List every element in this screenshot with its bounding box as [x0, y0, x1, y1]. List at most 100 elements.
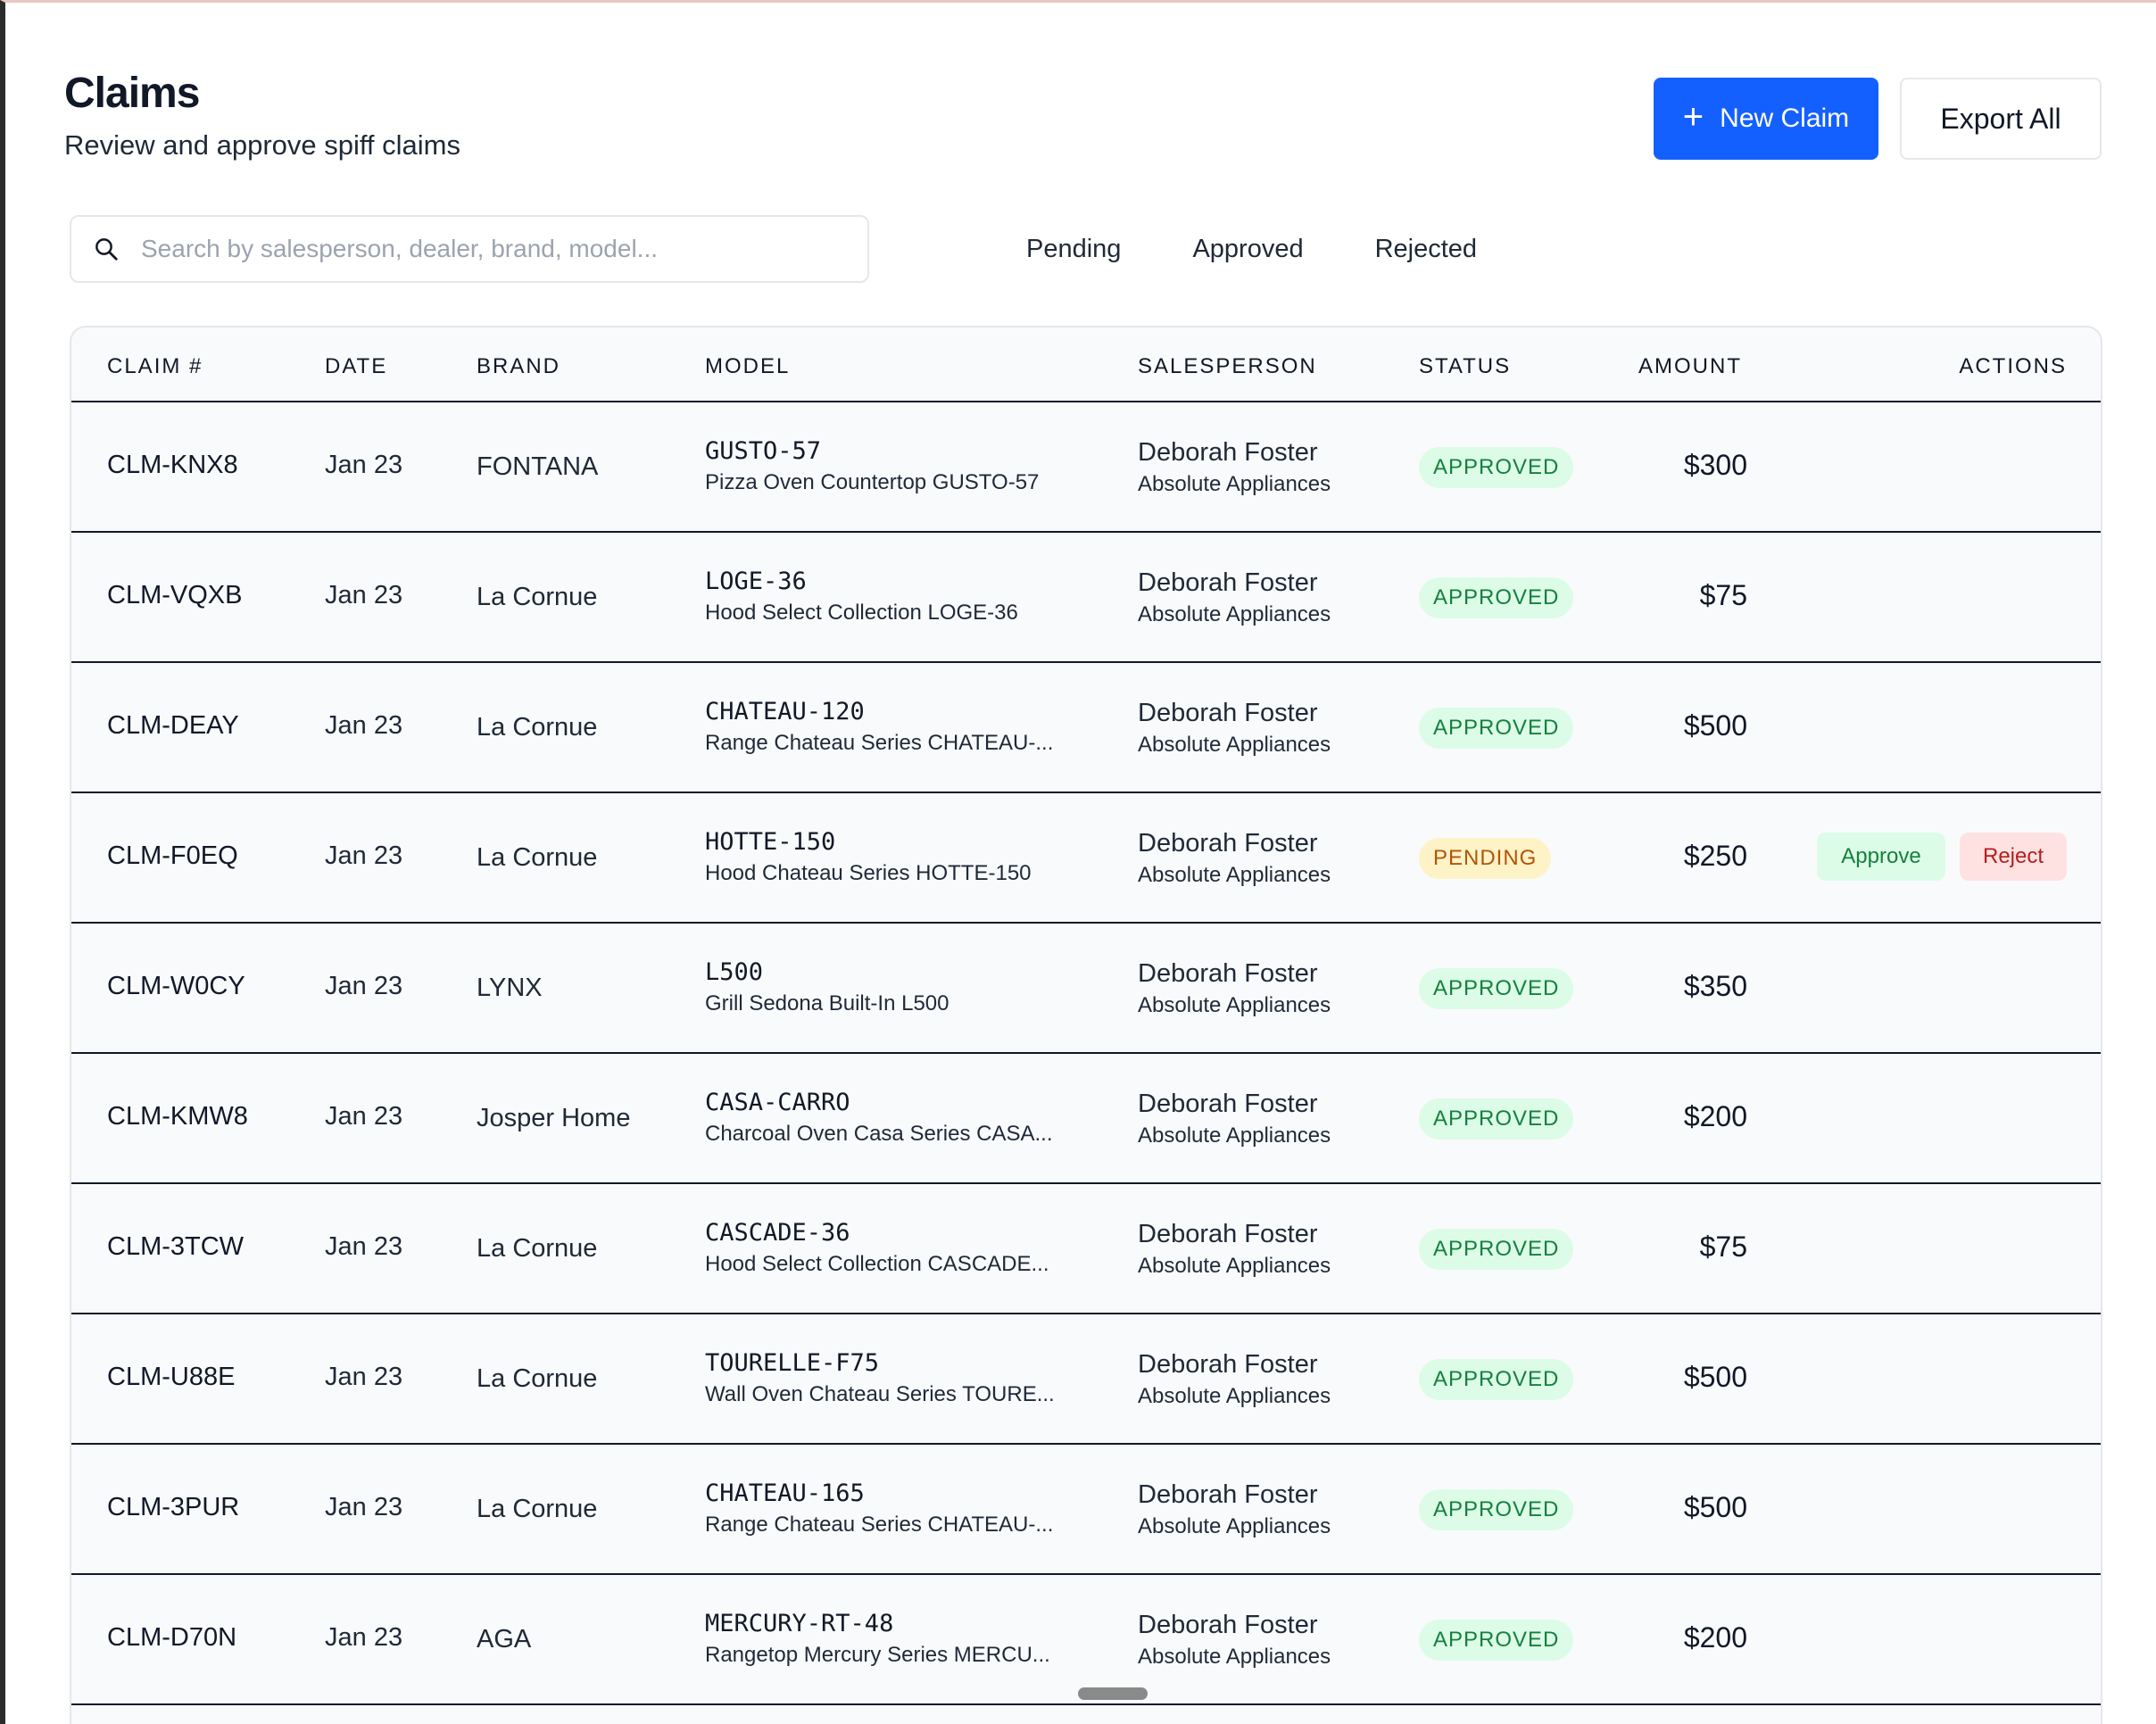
claim-brand: AGA	[477, 1625, 532, 1654]
model-description: Charcoal Oven Casa Series CASA...	[705, 1122, 1053, 1146]
approve-button[interactable]: Approve	[1817, 833, 1945, 881]
filter-pending[interactable]: Pending	[1026, 235, 1122, 263]
claim-id[interactable]: CLM-DEAY	[107, 711, 239, 740]
salesperson-name: Deborah Foster	[1138, 1480, 1318, 1509]
salesperson-name: Deborah Foster	[1138, 1350, 1318, 1379]
claim-id[interactable]: CLM-3TCW	[107, 1232, 245, 1261]
claim-model: CHATEAU-165 Range Chateau Series CHATEAU-…	[705, 1479, 1062, 1539]
table-row[interactable]: CLM-KNX8 Jan 23 FONTANA GUSTO-57 Pizza Oven …	[71, 402, 2101, 533]
filter-approved[interactable]: Approved	[1192, 235, 1304, 263]
status-filter-tabs: Pending Approved Rejected	[1026, 228, 1477, 270]
claim-status: PENDING	[1419, 838, 1552, 879]
claim-amount: $200	[1683, 1621, 1747, 1654]
column-header-model[interactable]: MODEL	[705, 354, 791, 378]
search-input[interactable]	[139, 234, 839, 264]
claim-id[interactable]: CLM-F0EQ	[107, 841, 238, 870]
model-description: Rangetop Mercury Series MERCU...	[705, 1643, 1050, 1667]
table-row[interactable]: CLM-U88E Jan 23 La Cornue TOURELLE-F75 Wall …	[71, 1314, 2101, 1445]
claim-date: Jan 23	[325, 711, 403, 740]
claims-table: CLAIM # DATE BRAND MODEL SALESPERSON STA…	[70, 326, 2102, 1724]
table-row[interactable]: CLM-VQXB Jan 23 La Cornue LOGE-36 Hood Selec…	[71, 533, 2101, 663]
claim-date: Jan 23	[325, 1493, 403, 1521]
claim-amount: $500	[1683, 709, 1747, 742]
model-description: Range Chateau Series CHATEAU-...	[705, 1513, 1054, 1537]
status-badge: APPROVED	[1419, 447, 1574, 488]
salesperson-name: Deborah Foster	[1138, 699, 1318, 727]
salesperson-name: Deborah Foster	[1138, 829, 1318, 858]
claim-amount: $75	[1699, 1231, 1747, 1263]
claim-id[interactable]: CLM-3PUR	[107, 1493, 240, 1521]
export-all-button[interactable]: Export All	[1900, 78, 2102, 160]
claim-salesperson: Deborah Foster Absolute Appliances	[1138, 697, 1331, 759]
status-badge: APPROVED	[1419, 577, 1574, 618]
claim-salesperson: Deborah Foster Absolute Appliances	[1138, 1218, 1331, 1281]
salesperson-name: Deborah Foster	[1138, 438, 1318, 467]
row-actions: Approve Reject	[1817, 833, 2067, 881]
claim-model: CASA-CARRO Charcoal Oven Casa Series CASA…	[705, 1088, 1062, 1148]
dealer-name: Absolute Appliances	[1138, 733, 1331, 757]
claim-brand: La Cornue	[477, 583, 598, 611]
table-row[interactable]: CLM-3TCW Jan 23 La Cornue CASCADE-36 Hood Se…	[71, 1184, 2101, 1314]
claim-date: Jan 23	[325, 581, 403, 609]
claim-id[interactable]: CLM-W0CY	[107, 972, 245, 1000]
dealer-name: Absolute Appliances	[1138, 1514, 1331, 1538]
table-row[interactable]: CLM-DEAY Jan 23 La Cornue CHATEAU-120 Range …	[71, 663, 2101, 793]
claim-model: HOTTE-150 Hood Chateau Series HOTTE-150	[705, 827, 1062, 888]
claim-date: Jan 23	[325, 841, 403, 870]
search-box[interactable]	[70, 215, 869, 283]
claim-salesperson: Deborah Foster Absolute Appliances	[1138, 1088, 1331, 1150]
reject-button[interactable]: Reject	[1960, 833, 2067, 881]
model-description: Grill Sedona Built-In L500	[705, 991, 949, 1015]
column-header-brand[interactable]: BRAND	[477, 354, 561, 378]
claim-status: APPROVED	[1419, 1620, 1574, 1661]
claim-salesperson: Deborah Foster Absolute Appliances	[1138, 957, 1331, 1020]
claim-amount: $200	[1683, 1100, 1747, 1132]
filter-rejected[interactable]: Rejected	[1374, 235, 1478, 263]
new-claim-button[interactable]: + New Claim	[1654, 78, 1878, 160]
model-description: Hood Select Collection LOGE-36	[705, 601, 1018, 625]
column-header-amount[interactable]: AMOUNT	[1638, 354, 1742, 378]
table-row[interactable]: CLM-W0CY Jan 23 LYNX L500 Grill Sedona Built…	[71, 924, 2101, 1054]
status-badge: APPROVED	[1419, 1620, 1574, 1661]
page-header: Claims Review and approve spiff claims	[64, 67, 460, 163]
model-code: MERCURY-RT-48	[705, 1610, 894, 1637]
column-header-date[interactable]: DATE	[325, 354, 388, 378]
claim-status: APPROVED	[1419, 577, 1574, 618]
model-code: CHATEAU-120	[705, 698, 865, 725]
table-row[interactable]: CLM-3PUR Jan 23 La Cornue CHATEAU-165 Range …	[71, 1445, 2101, 1575]
column-header-claim[interactable]: CLAIM #	[107, 354, 203, 378]
status-badge: APPROVED	[1419, 1229, 1574, 1270]
salesperson-name: Deborah Foster	[1138, 1090, 1318, 1118]
dealer-name: Absolute Appliances	[1138, 602, 1331, 626]
claim-amount: $500	[1683, 1361, 1747, 1393]
claim-id[interactable]: CLM-D70N	[107, 1623, 237, 1652]
table-row[interactable]: CLM-F0EQ Jan 23 La Cornue HOTTE-150 Hood Cha…	[71, 793, 2101, 924]
claim-status: APPROVED	[1419, 708, 1574, 749]
claim-id[interactable]: CLM-KNX8	[107, 451, 238, 479]
new-claim-label: New Claim	[1720, 104, 1850, 133]
claim-id[interactable]: CLM-KMW8	[107, 1102, 248, 1131]
claim-id[interactable]: CLM-VQXB	[107, 581, 243, 609]
claim-status: APPROVED	[1419, 447, 1574, 488]
scroll-handle[interactable]	[1078, 1687, 1148, 1700]
column-header-salesperson[interactable]: SALESPERSON	[1138, 354, 1317, 378]
claim-id[interactable]: CLM-U88E	[107, 1363, 236, 1391]
claim-date: Jan 23	[325, 972, 403, 1000]
claim-salesperson: Deborah Foster Absolute Appliances	[1138, 567, 1331, 629]
claim-amount: $300	[1683, 449, 1747, 481]
claim-date: Jan 23	[325, 1363, 403, 1391]
status-badge: APPROVED	[1419, 968, 1574, 1009]
claim-amount: $500	[1683, 1491, 1747, 1523]
model-code: GUSTO-57	[705, 437, 822, 465]
column-header-status[interactable]: STATUS	[1419, 354, 1512, 378]
model-code: CASA-CARRO	[705, 1089, 850, 1116]
status-badge: APPROVED	[1419, 1359, 1574, 1400]
table-row[interactable]: CLM-KMW8 Jan 23 Josper Home CASA-CARRO Charc…	[71, 1054, 2101, 1184]
claim-brand: La Cornue	[477, 843, 598, 872]
claim-amount: $250	[1683, 840, 1747, 872]
model-code: HOTTE-150	[705, 828, 836, 856]
status-badge: APPROVED	[1419, 708, 1574, 749]
model-code: CHATEAU-165	[705, 1479, 865, 1507]
table-row[interactable]: CLM-D70N Jan 23 AGA MERCURY-RT-48 Rangetop M…	[71, 1575, 2101, 1705]
